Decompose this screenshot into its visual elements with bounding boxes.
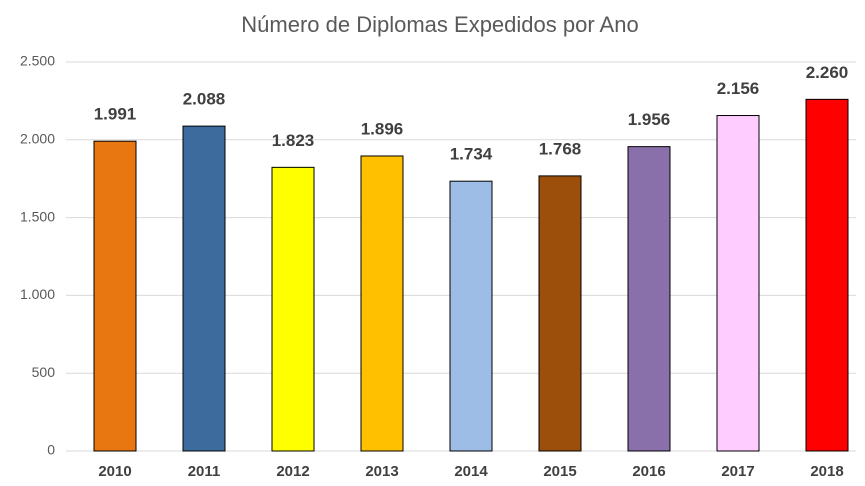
data-label: 2.156 xyxy=(717,79,760,98)
x-tick-label: 2014 xyxy=(454,463,488,480)
bar xyxy=(182,125,226,452)
y-tick-label: 1.000 xyxy=(20,286,55,302)
y-tick-label: 1.500 xyxy=(20,208,55,224)
chart-title: Número de Diplomas Expedidos por Ano xyxy=(241,12,638,37)
bar xyxy=(360,155,404,452)
bar xyxy=(538,175,582,452)
x-tick-label: 2013 xyxy=(365,463,398,480)
y-tick-label: 2.000 xyxy=(20,131,55,147)
x-tick-label: 2015 xyxy=(543,463,576,480)
x-tick-label: 2018 xyxy=(810,463,843,480)
y-tick-label: 500 xyxy=(32,364,56,380)
data-label: 1.896 xyxy=(361,119,404,138)
data-label: 1.768 xyxy=(539,139,582,158)
bar xyxy=(449,180,493,452)
bar xyxy=(271,166,315,452)
bar xyxy=(93,140,137,452)
y-tick-label: 0 xyxy=(47,442,55,458)
y-tick-label: 2.500 xyxy=(20,53,55,69)
data-label: 2.260 xyxy=(806,63,849,82)
data-label: 1.991 xyxy=(94,105,137,124)
bar xyxy=(627,146,671,452)
data-label: 1.734 xyxy=(450,145,493,164)
x-tick-label: 2011 xyxy=(188,463,221,480)
data-label: 2.088 xyxy=(183,90,226,109)
data-label: 1.956 xyxy=(628,110,671,129)
bar xyxy=(805,98,849,452)
bar xyxy=(716,115,760,452)
x-tick-label: 2017 xyxy=(721,463,754,480)
data-label: 1.823 xyxy=(272,131,315,150)
x-tick-label: 2012 xyxy=(276,463,309,480)
x-tick-label: 2016 xyxy=(632,463,665,480)
x-tick-label: 2010 xyxy=(98,463,131,480)
